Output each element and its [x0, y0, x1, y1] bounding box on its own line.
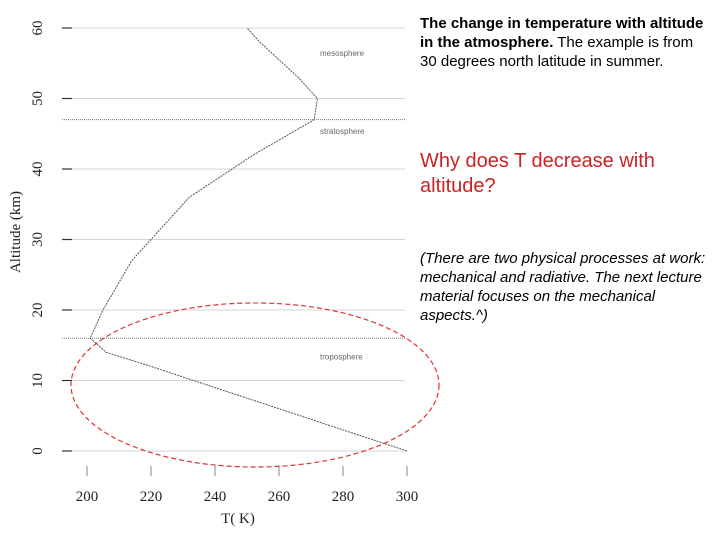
y-tick-label: 30 [30, 232, 46, 247]
figure-caption: The change in temperature with altitude … [420, 14, 705, 71]
y-tick-label: 20 [30, 303, 46, 318]
caption-title: The change in temperature with altitude … [420, 15, 704, 51]
layer-labels: mesosphere stratosphere troposphere [320, 49, 365, 361]
discussion-question: Why does T decrease with altitude? [420, 150, 655, 197]
y-tick-label: 0 [30, 447, 46, 455]
x-tick-label: 280 [332, 489, 355, 505]
layer-boundaries [62, 119, 405, 339]
lecture-note: (There are two physical processes at wor… [420, 250, 706, 324]
stratosphere-label: stratosphere [320, 127, 365, 136]
x-tick-label: 240 [204, 489, 227, 505]
y-tick-label: 40 [30, 162, 46, 177]
y-tick-label: 50 [30, 91, 46, 106]
chart-grid [62, 27, 405, 452]
mesosphere-label: mesosphere [320, 49, 365, 58]
troposphere-label: troposphere [320, 352, 363, 361]
x-axis: 200 220 240 260 280 300 [76, 466, 419, 505]
caption-body: The example is from 30 degrees north lat… [420, 34, 694, 70]
y-axis-label: Altitude (km) [8, 191, 24, 273]
x-axis-label: T( K) [221, 511, 255, 527]
y-axis: 0 10 20 30 40 50 60 [30, 21, 72, 455]
x-tick-label: 260 [268, 489, 291, 505]
x-tick-label: 200 [76, 489, 99, 505]
y-tick-label: 10 [30, 373, 46, 388]
x-tick-label: 300 [396, 489, 419, 505]
y-tick-label: 60 [30, 21, 46, 36]
temperature-profile-line [89, 27, 408, 452]
x-tick-label: 220 [140, 489, 163, 505]
troposphere-highlight-ellipse [70, 302, 440, 468]
